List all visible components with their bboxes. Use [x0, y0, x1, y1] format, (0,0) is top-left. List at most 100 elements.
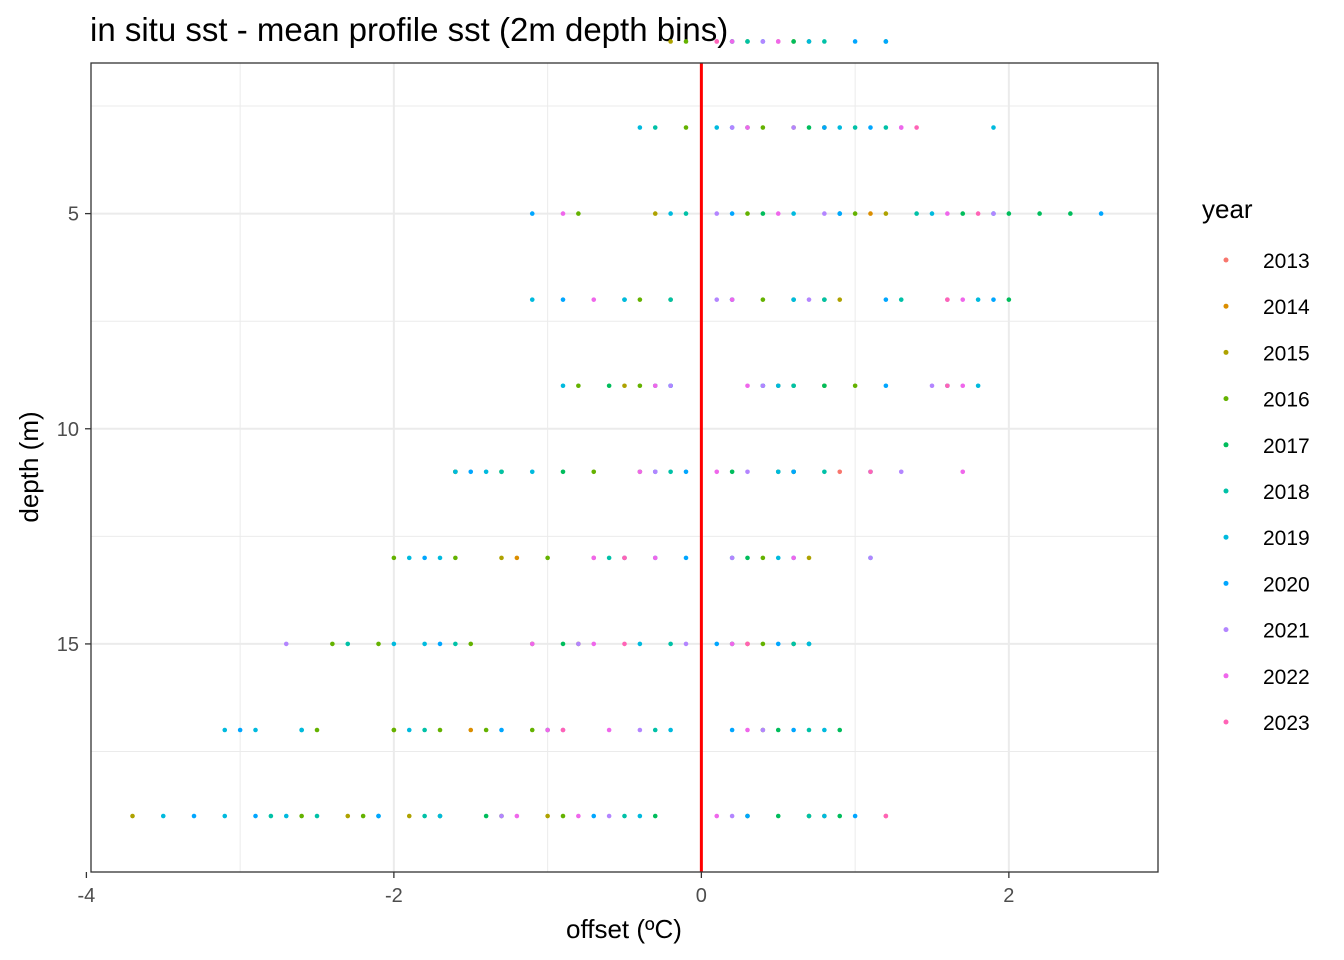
data-point — [668, 469, 673, 475]
data-point — [529, 641, 535, 647]
data-point — [560, 211, 566, 216]
data-point — [622, 555, 627, 561]
data-point — [668, 211, 673, 216]
data-point — [837, 125, 843, 130]
data-point — [560, 641, 566, 647]
data-point — [668, 39, 673, 44]
data-point — [268, 813, 274, 819]
data-point — [683, 555, 689, 561]
data-point — [791, 469, 796, 475]
data-point — [760, 641, 766, 647]
data-point — [652, 727, 658, 733]
data-point — [576, 641, 581, 647]
data-point — [852, 125, 858, 130]
data-point — [222, 813, 228, 819]
data-point — [499, 555, 504, 561]
data-point — [483, 727, 489, 733]
data-point — [683, 211, 689, 216]
data-point — [652, 555, 658, 561]
legend-key — [1223, 442, 1229, 448]
data-point — [637, 469, 643, 475]
data-point — [514, 555, 520, 561]
data-point — [591, 555, 597, 561]
data-point — [714, 641, 720, 647]
data-point — [560, 727, 566, 733]
data-point — [652, 469, 658, 475]
legend-label: 2014 — [1263, 296, 1310, 319]
legend-label: 2017 — [1263, 435, 1310, 458]
data-point — [837, 727, 843, 733]
data-point — [898, 125, 904, 130]
data-point — [1037, 211, 1042, 216]
data-point — [406, 555, 412, 561]
x-tick-label: -4 — [77, 885, 95, 907]
data-point — [806, 813, 812, 819]
data-point — [868, 125, 873, 130]
data-point — [483, 813, 489, 819]
data-point — [822, 125, 827, 130]
data-point — [975, 297, 981, 302]
data-point — [883, 125, 889, 130]
legend: year 2013 2014 2015 2016 2017 2018 2019 2020 202… — [1202, 194, 1310, 735]
data-point — [529, 211, 535, 216]
legend-label: 2020 — [1263, 573, 1310, 596]
data-point — [545, 555, 550, 561]
data-point — [791, 727, 796, 733]
data-point — [960, 297, 966, 302]
data-point — [622, 297, 627, 302]
data-point — [453, 469, 458, 475]
data-point — [960, 211, 966, 216]
data-point — [791, 555, 796, 561]
data-point — [729, 555, 735, 561]
data-point — [898, 297, 904, 302]
y-axis-title: depth (m) — [14, 411, 44, 522]
data-point — [560, 469, 566, 475]
data-point — [299, 727, 304, 733]
data-point — [606, 555, 612, 561]
x-tick-label: 2 — [1003, 885, 1014, 907]
data-point — [929, 211, 935, 216]
data-point — [591, 469, 597, 475]
data-point — [729, 813, 735, 819]
legend-label: 2023 — [1263, 712, 1310, 735]
data-point — [406, 727, 412, 733]
data-point — [745, 125, 750, 130]
y-tick-label: 15 — [57, 634, 79, 656]
data-point — [545, 727, 550, 733]
data-point — [591, 641, 597, 647]
data-point — [775, 727, 781, 733]
data-point — [760, 383, 766, 389]
data-point — [729, 641, 735, 647]
data-point — [775, 641, 781, 647]
data-point — [391, 727, 397, 733]
data-point — [622, 641, 627, 647]
data-point — [791, 383, 796, 389]
data-point — [191, 813, 197, 819]
legend-label: 2022 — [1263, 666, 1310, 689]
data-point — [806, 125, 812, 130]
data-point — [975, 211, 981, 216]
data-point — [437, 641, 443, 647]
data-point — [668, 641, 673, 647]
legend-label: 2013 — [1263, 250, 1310, 273]
data-point — [745, 469, 750, 475]
data-point — [929, 383, 935, 389]
data-point — [806, 39, 812, 44]
data-point — [422, 727, 427, 733]
data-point — [883, 297, 889, 302]
data-point — [945, 297, 950, 302]
data-point — [791, 297, 796, 302]
data-point — [945, 383, 950, 389]
data-point — [914, 211, 919, 216]
legend-key — [1223, 673, 1229, 679]
data-point — [314, 727, 320, 733]
data-point — [606, 727, 612, 733]
data-point — [852, 211, 858, 216]
data-point — [499, 727, 504, 733]
data-point — [729, 297, 735, 302]
data-point — [314, 813, 320, 819]
data-point — [822, 297, 827, 302]
data-point — [806, 727, 812, 733]
chart-title: in situ sst - mean profile sst (2m depth… — [90, 11, 728, 48]
